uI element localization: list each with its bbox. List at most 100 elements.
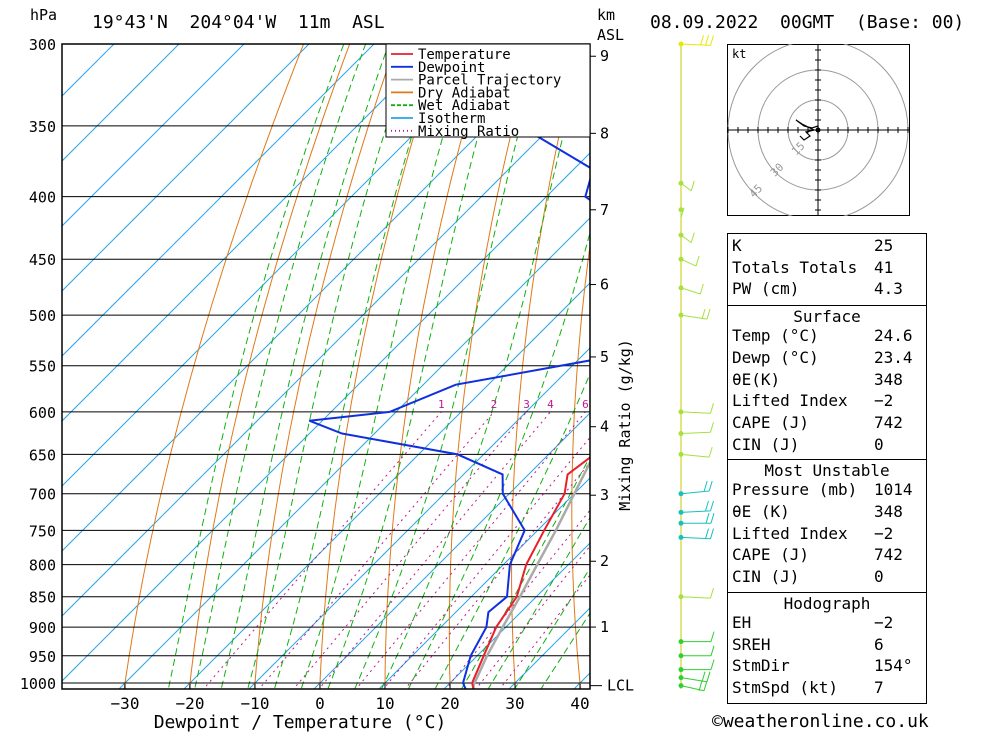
- isotherm-line: [183, 282, 590, 689]
- index-row: Totals Totals 41: [732, 258, 926, 279]
- pressure-tick-label: 300: [29, 36, 56, 54]
- pressure-tick-label: 750: [29, 522, 56, 540]
- wind-barb-feather: [703, 680, 708, 691]
- dry-adiabat-line: [123, 44, 305, 689]
- wet-adiabat-line: [434, 372, 590, 689]
- index-value: 25: [874, 236, 894, 255]
- mixing-ratio-label: 8: [608, 398, 615, 411]
- location-title: 19°43'N 204°04'W 11m ASL: [92, 12, 385, 33]
- legend-entry: Mixing Ratio: [418, 124, 519, 140]
- index-label: Lifted Index: [732, 391, 848, 411]
- temperature-tick-label: 10: [375, 694, 394, 713]
- index-row: StmDir 154°: [732, 656, 926, 677]
- isotherm-line: [443, 542, 590, 689]
- wind-barb: [678, 308, 711, 320]
- mixing-ratio-line: [292, 411, 527, 689]
- index-row: CAPE (J) 742: [732, 413, 926, 434]
- index-row: SREH 6: [732, 635, 926, 656]
- lcl-label: LCL: [607, 677, 634, 695]
- index-value: −2: [874, 523, 894, 543]
- index-label: θE(K): [732, 369, 781, 389]
- index-value: 348: [874, 369, 903, 389]
- index-divider: [728, 459, 926, 461]
- index-value: 23.4: [874, 347, 913, 367]
- wet-adiabat-line: [220, 44, 390, 689]
- wind-barb-feather: [690, 232, 695, 243]
- isotherm-line: [619, 7, 720, 709]
- pressure-tick-label: 800: [29, 557, 56, 575]
- wind-barb-feather: [710, 35, 714, 46]
- wind-barb: [678, 645, 715, 659]
- index-label: CAPE (J): [732, 545, 810, 565]
- isotherm-line: [118, 217, 590, 689]
- wind-barb-feather: [706, 308, 711, 320]
- index-label: SREH: [732, 634, 771, 654]
- index-value: 0: [874, 567, 884, 587]
- index-value: 1014: [874, 480, 913, 500]
- wind-barb-feather: [705, 35, 709, 46]
- dewpoint-line: [308, 70, 590, 689]
- index-label: StmDir: [732, 656, 790, 676]
- index-label: StmSpd (kt): [732, 677, 838, 697]
- mixing-ratio-label: 25: [714, 398, 720, 411]
- wind-barb-shaft: [680, 411, 711, 414]
- km-tick-label: 4: [600, 418, 609, 436]
- km-tick-label: 2: [600, 552, 609, 570]
- mixing-ratio-label: 1: [438, 398, 445, 411]
- temperature-tick-label: 40: [570, 694, 589, 713]
- km-tick-label: 5: [600, 348, 609, 366]
- hpa-unit-label: hPa: [30, 6, 58, 24]
- index-row: CAPE (J) 742: [732, 545, 926, 566]
- mixing-ratio-label: 4: [547, 398, 554, 411]
- dry-adiabat-line: [630, 7, 679, 709]
- dry-adiabat-line: [254, 44, 397, 689]
- wind-barb-feather: [708, 480, 713, 492]
- dry-adiabat-line: [511, 44, 581, 689]
- hodograph-storm-marker: [815, 127, 821, 133]
- skew-t-chart: 12346810152025 3003504004505005506006507…: [20, 7, 720, 733]
- wind-barb: [678, 446, 713, 458]
- mixing-ratio-label: 6: [582, 398, 589, 411]
- index-row: K 25: [732, 236, 926, 257]
- wind-barb-feather: [690, 180, 695, 191]
- km-tick-label: 6: [600, 276, 609, 294]
- mixing-ratio-label: 20: [691, 398, 704, 411]
- mixing-ratio-line: [258, 411, 495, 689]
- wet-adiabat-line: [513, 567, 590, 689]
- temperature-tick-label: −10: [241, 694, 270, 713]
- pressure-tick-label: 450: [29, 251, 56, 269]
- index-row: Pressure (mb) 1014: [732, 480, 926, 501]
- wet-adiabat-line: [167, 44, 345, 689]
- wet-adiabat-line: [540, 612, 590, 689]
- km-tick-label: 8: [600, 124, 609, 142]
- mixing-ratio-label: 3: [523, 398, 530, 411]
- pressure-tick-label: 600: [29, 404, 56, 422]
- index-value: −2: [874, 391, 894, 411]
- hodograph-trace: [795, 119, 819, 141]
- mixing-ratio-line: [404, 461, 590, 689]
- wind-barb-shaft: [680, 258, 697, 267]
- legend-entry: Parcel Trajectory: [418, 73, 561, 89]
- index-label: Temp (°C): [732, 326, 819, 346]
- wind-barb-shaft: [680, 685, 705, 692]
- temperature-tick-label: 0: [315, 694, 325, 713]
- isotherm-line: [62, 44, 310, 292]
- wind-barb-feather: [699, 283, 704, 295]
- wind-barb-shaft: [680, 287, 701, 295]
- index-label: θE (K): [732, 502, 790, 521]
- wind-barb-shaft: [680, 234, 692, 244]
- wind-barb-feather: [703, 480, 708, 492]
- temperature-tick-label: −20: [176, 694, 205, 713]
- km-tick-label: 3: [600, 486, 609, 504]
- index-label: Pressure (mb): [732, 480, 858, 500]
- wind-barb-shaft: [680, 431, 711, 435]
- index-section-title: Hodograph: [783, 593, 871, 613]
- wind-barb-feather: [710, 528, 714, 539]
- index-label: CIN (J): [732, 434, 800, 454]
- isotherm-line: [313, 412, 590, 689]
- index-row: Temp (°C) 24.6: [732, 326, 926, 347]
- pressure-tick-label: 350: [29, 118, 56, 136]
- wind-barb-feather: [705, 513, 710, 524]
- wet-adiabat-line: [407, 231, 590, 689]
